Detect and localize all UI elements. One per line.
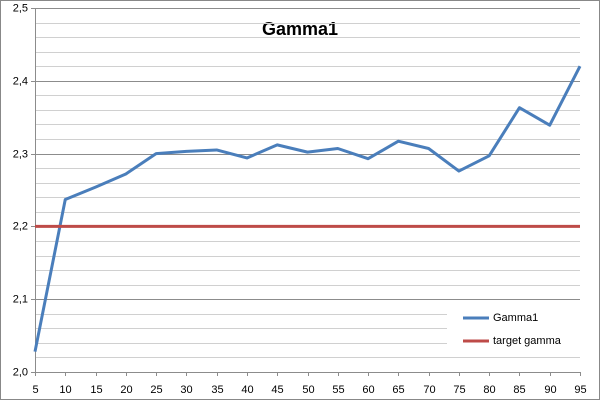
x-tick-label: 90 — [544, 384, 556, 396]
y-tick-label: 2,4 — [13, 75, 28, 87]
y-tick-label: 2,2 — [13, 220, 28, 232]
x-tick-label: 30 — [180, 384, 192, 396]
x-tick-label: 15 — [90, 384, 102, 396]
x-tick-label: 50 — [302, 384, 314, 396]
x-tick-label: 75 — [453, 384, 465, 396]
y-tick-label: 2,5 — [13, 2, 28, 14]
legend-box — [447, 300, 580, 357]
x-tick-label: 25 — [150, 384, 162, 396]
y-tick-label: 2,3 — [13, 148, 28, 160]
x-tick-label: 55 — [332, 384, 344, 396]
x-tick-label: 40 — [241, 384, 253, 396]
x-tick-label: 85 — [513, 384, 525, 396]
x-tick-label: 60 — [362, 384, 374, 396]
series-line — [33, 65, 582, 352]
x-tick-label: 5 — [32, 384, 38, 396]
y-tick-label: 2,0 — [13, 366, 28, 378]
y-tick-label: 2,1 — [13, 293, 28, 305]
x-tick-label: 20 — [120, 384, 132, 396]
x-tick-label: 45 — [271, 384, 283, 396]
x-tick-label: 35 — [211, 384, 223, 396]
x-tick-label: 80 — [483, 384, 495, 396]
legend-label: Gamma1 — [493, 312, 538, 324]
legend-label: target gamma — [493, 335, 562, 347]
x-tick-label: 95 — [574, 384, 586, 396]
chart-title: Gamma1 — [262, 19, 338, 39]
x-tick-label: 10 — [59, 384, 71, 396]
x-tick-label: 70 — [423, 384, 435, 396]
x-tick-label: 65 — [392, 384, 404, 396]
